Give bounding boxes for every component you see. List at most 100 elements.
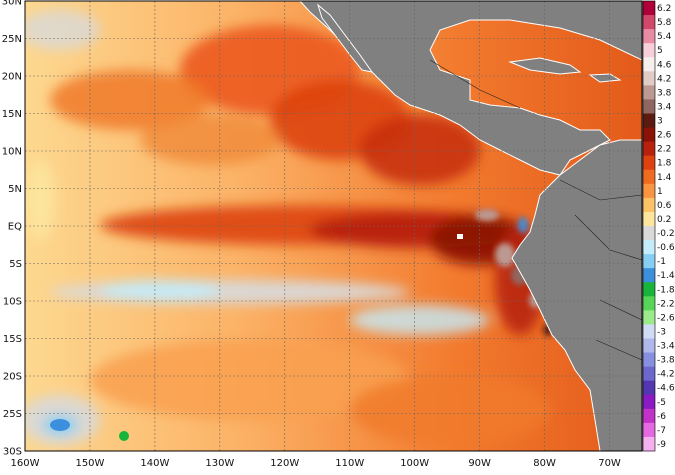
colorbar-label: 4.6 (657, 60, 672, 70)
colorbar-label: -3.4 (657, 342, 675, 352)
colorbar-swatch (643, 422, 655, 438)
colorbar-swatch (643, 85, 655, 100)
longitude-label: 70W (598, 458, 621, 469)
latitude-label: 30S (3, 447, 22, 458)
colorbar-label: 1.4 (657, 173, 672, 183)
colorbar: 6.2 5.8 5.4 5 4.6 4.2 3.8 3.4 3 2.6 2.2 1.8 1.4 1 0.6 0… (642, 0, 675, 452)
cold-spot-marker (119, 431, 129, 441)
colorbar-swatch (643, 71, 655, 86)
land-north-america (299, 1, 642, 176)
latitude-label: 5N (8, 184, 22, 195)
latitude-label: 20S (3, 372, 22, 383)
colorbar-swatch (643, 141, 655, 157)
colorbar-swatch (643, 29, 655, 44)
colorbar-label: 5.8 (657, 18, 672, 28)
plot-frame (24, 0, 643, 452)
longitude-label: 140W (140, 458, 169, 469)
colorbar-label: 6.2 (657, 4, 671, 14)
latitude-label: 15S (3, 334, 22, 345)
latitude-label: 30N (2, 0, 22, 8)
colorbar-frame (642, 0, 656, 452)
colorbar-label: -1 (657, 257, 666, 267)
galapagos-islands (457, 234, 463, 239)
latitude-label: 25N (2, 34, 22, 45)
colorbar-label: -0.2 (657, 229, 675, 239)
colorbar-label: -3.8 (657, 356, 675, 366)
colorbar-label: 3.8 (657, 88, 672, 98)
colorbar-label: -2.2 (657, 299, 675, 309)
colorbar-label: 1.8 (657, 159, 672, 169)
colorbar-swatch (643, 183, 655, 199)
longitude-label: 100W (400, 458, 429, 469)
colorbar-swatch (643, 352, 655, 368)
colorbar-label: -4.2 (657, 370, 675, 380)
map-plot-area (25, 1, 642, 451)
colorbar-swatch (643, 254, 655, 269)
colorbar-swatch (643, 268, 655, 283)
colorbar-swatch (643, 15, 655, 30)
colorbar-label: -1.4 (657, 271, 675, 281)
colorbar-swatch (643, 338, 655, 354)
colorbar-swatch (643, 127, 655, 143)
colorbar-swatch (643, 155, 655, 171)
colorbar-swatch (643, 169, 655, 185)
colorbar-label: 3 (657, 117, 663, 127)
colorbar-swatch (643, 113, 655, 129)
colorbar-label: 5 (657, 46, 663, 56)
colorbar-label: -6 (657, 412, 666, 422)
colorbar-label: 4.2 (657, 74, 671, 84)
latitude-label: EQ (8, 222, 22, 233)
latitude-label: 10N (2, 147, 22, 158)
colorbar-swatch (643, 394, 655, 410)
colorbar-swatch (643, 436, 655, 452)
longitude-label: 110W (335, 458, 364, 469)
colorbar-label: -1.8 (657, 285, 675, 295)
colorbar-label: 5.4 (657, 32, 672, 42)
cool-patch-marker (50, 419, 70, 431)
land-cuba (508, 57, 582, 75)
latitude-label: 10S (3, 297, 22, 308)
longitude-label: 120W (270, 458, 299, 469)
colorbar-swatch (643, 197, 655, 213)
latitude-label: 20N (2, 72, 22, 83)
colorbar-swatch (643, 226, 655, 241)
colorbar-swatch (643, 366, 655, 382)
longitude-label: 90W (468, 458, 491, 469)
colorbar-label: -2.6 (657, 313, 675, 323)
colorbar-swatch (643, 324, 655, 339)
colorbar-swatch (643, 211, 655, 227)
colorbar-swatch (643, 43, 655, 58)
colorbar-label: -9 (657, 440, 666, 450)
longitude-label: 80W (533, 458, 556, 469)
colorbar-swatch (643, 408, 655, 424)
colorbar-swatch (643, 282, 655, 297)
map-gridlines (25, 1, 642, 451)
colorbar-label: -0.6 (657, 243, 675, 253)
colorbar-label: 2.6 (657, 131, 672, 141)
longitude-label: 160W (11, 458, 40, 469)
colorbar-label: 2.2 (657, 145, 671, 155)
colorbar-label: 3.4 (657, 102, 672, 112)
colorbar-label: 0.2 (657, 215, 671, 225)
colorbar-label: 1 (657, 187, 663, 197)
colorbar-label: -3 (657, 327, 666, 337)
colorbar-swatch (643, 296, 655, 311)
longitude-label: 130W (205, 458, 234, 469)
colorbar-label: -7 (657, 426, 666, 436)
country-borders (429, 59, 642, 361)
colorbar-swatch (643, 240, 655, 255)
latitude-label: 25S (3, 409, 22, 420)
colorbar-swatch (643, 1, 655, 16)
latitude-label: 5S (9, 259, 22, 270)
colorbar-swatch (643, 99, 655, 114)
latitude-labels: 30N 25N 20N 15N 10N 5N EQ 5S 10S 15S 20S 25S 30S (2, 0, 22, 458)
longitude-label: 150W (75, 458, 104, 469)
latitude-label: 15N (2, 109, 22, 120)
colorbar-label: 0.6 (657, 201, 672, 211)
colorbar-label: -4.6 (657, 384, 675, 394)
colorbar-swatch (643, 310, 655, 325)
colorbar-swatch (643, 380, 655, 396)
longitude-labels: 160W 150W 140W 130W 120W 110W 100W 90W 80W 70W (11, 458, 621, 469)
colorbar-swatch (643, 57, 655, 72)
